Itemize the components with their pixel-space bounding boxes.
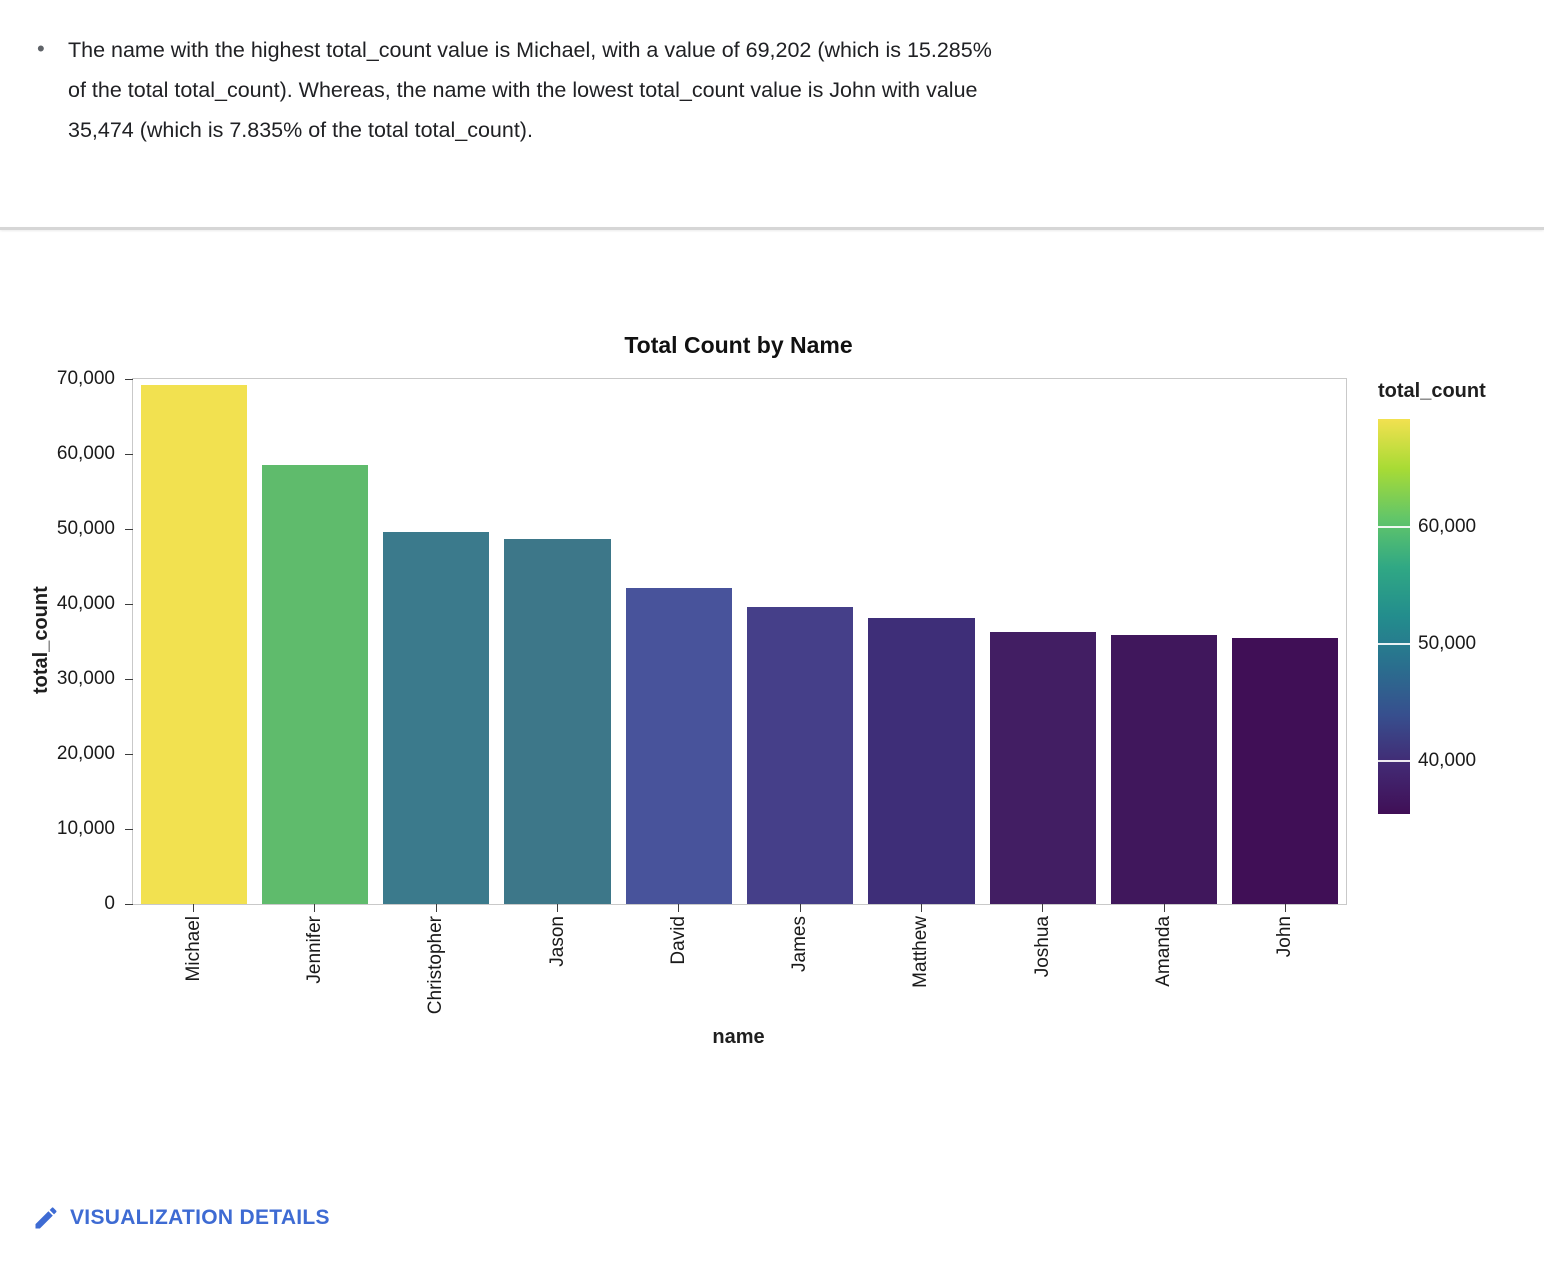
color-legend: total_count 60,000 50,000 40,000 xyxy=(1378,380,1486,814)
x-tick-label: Christopher xyxy=(425,916,447,1015)
plot-area: 0 10,000 20,000 30,000 40,000 50,000 60,000 70,… xyxy=(57,368,1347,1014)
insight-text: The name with the highest total_count va… xyxy=(68,38,992,142)
y-tick-mark xyxy=(125,603,133,605)
x-tick-mark xyxy=(678,904,680,912)
y-tick-mark xyxy=(125,453,133,455)
legend-title: total_count xyxy=(1378,380,1486,402)
x-tick-label: Matthew xyxy=(910,916,932,988)
x-tick-label: John xyxy=(1274,916,1296,958)
chart-title: Total Count by Name xyxy=(624,332,853,358)
bar[interactable] xyxy=(625,588,732,904)
bar[interactable] xyxy=(261,464,368,904)
bar[interactable] xyxy=(383,532,490,904)
y-tick-label: 50,000 xyxy=(56,518,115,539)
bullet-icon: • xyxy=(37,36,45,61)
legend-tick-line xyxy=(1378,525,1410,528)
bar[interactable] xyxy=(1110,634,1218,904)
bar[interactable] xyxy=(989,631,1096,904)
x-tick-label: David xyxy=(667,916,689,965)
y-tick-label: 60,000 xyxy=(56,443,115,464)
x-axis-title: name xyxy=(712,1026,765,1048)
y-tick-label: 10,000 xyxy=(56,818,115,839)
bar[interactable] xyxy=(747,606,854,904)
visualization-details-label: VISUALIZATION DETAILS xyxy=(70,1206,330,1229)
y-tick-mark xyxy=(125,378,133,380)
x-tick-mark xyxy=(1163,904,1165,912)
x-tick-mark xyxy=(193,904,195,912)
x-tick-mark xyxy=(435,904,437,912)
y-tick-label: 20,000 xyxy=(56,743,115,764)
bar[interactable] xyxy=(868,618,975,904)
bar[interactable] xyxy=(504,538,611,904)
legend-tick-label: 50,000 xyxy=(1418,632,1477,654)
x-tick-label: James xyxy=(789,916,811,972)
legend-tick-label: 40,000 xyxy=(1418,749,1477,771)
y-tick-mark xyxy=(125,753,133,755)
x-tick-label: Michael xyxy=(182,916,204,982)
section-divider xyxy=(0,227,1544,230)
x-tick-mark xyxy=(799,904,801,912)
legend-gradient-bar xyxy=(1378,419,1410,814)
edit-pencil-icon xyxy=(35,1207,57,1229)
x-tick-mark xyxy=(1284,904,1286,912)
legend-tick-line xyxy=(1378,642,1410,645)
y-tick-label: 30,000 xyxy=(56,668,115,689)
x-tick-mark xyxy=(314,904,316,912)
y-tick-mark xyxy=(125,678,133,680)
y-tick-mark xyxy=(125,528,133,530)
y-tick-label: 70,000 xyxy=(56,368,115,389)
legend-body: 60,000 50,000 40,000 xyxy=(1378,419,1476,814)
x-tick-mark xyxy=(557,904,559,912)
x-tick-mark xyxy=(920,904,922,912)
bar[interactable] xyxy=(1232,637,1339,904)
y-tick-label: 40,000 xyxy=(56,593,115,614)
bar[interactable] xyxy=(140,385,247,904)
legend-tick-line xyxy=(1378,759,1410,762)
x-tick-label: Jennifer xyxy=(303,916,325,984)
x-tick-mark xyxy=(1042,904,1044,912)
y-tick-label: 0 xyxy=(104,893,115,914)
y-tick-mark xyxy=(125,828,133,830)
x-tick-label: Amanda xyxy=(1153,916,1175,987)
x-tick-label: Joshua xyxy=(1031,916,1053,978)
legend-tick-label: 60,000 xyxy=(1418,515,1477,537)
x-tick-label: Jason xyxy=(546,916,568,967)
y-tick-mark xyxy=(125,903,133,905)
visualization-details-link[interactable]: VISUALIZATION DETAILS xyxy=(32,1204,330,1232)
